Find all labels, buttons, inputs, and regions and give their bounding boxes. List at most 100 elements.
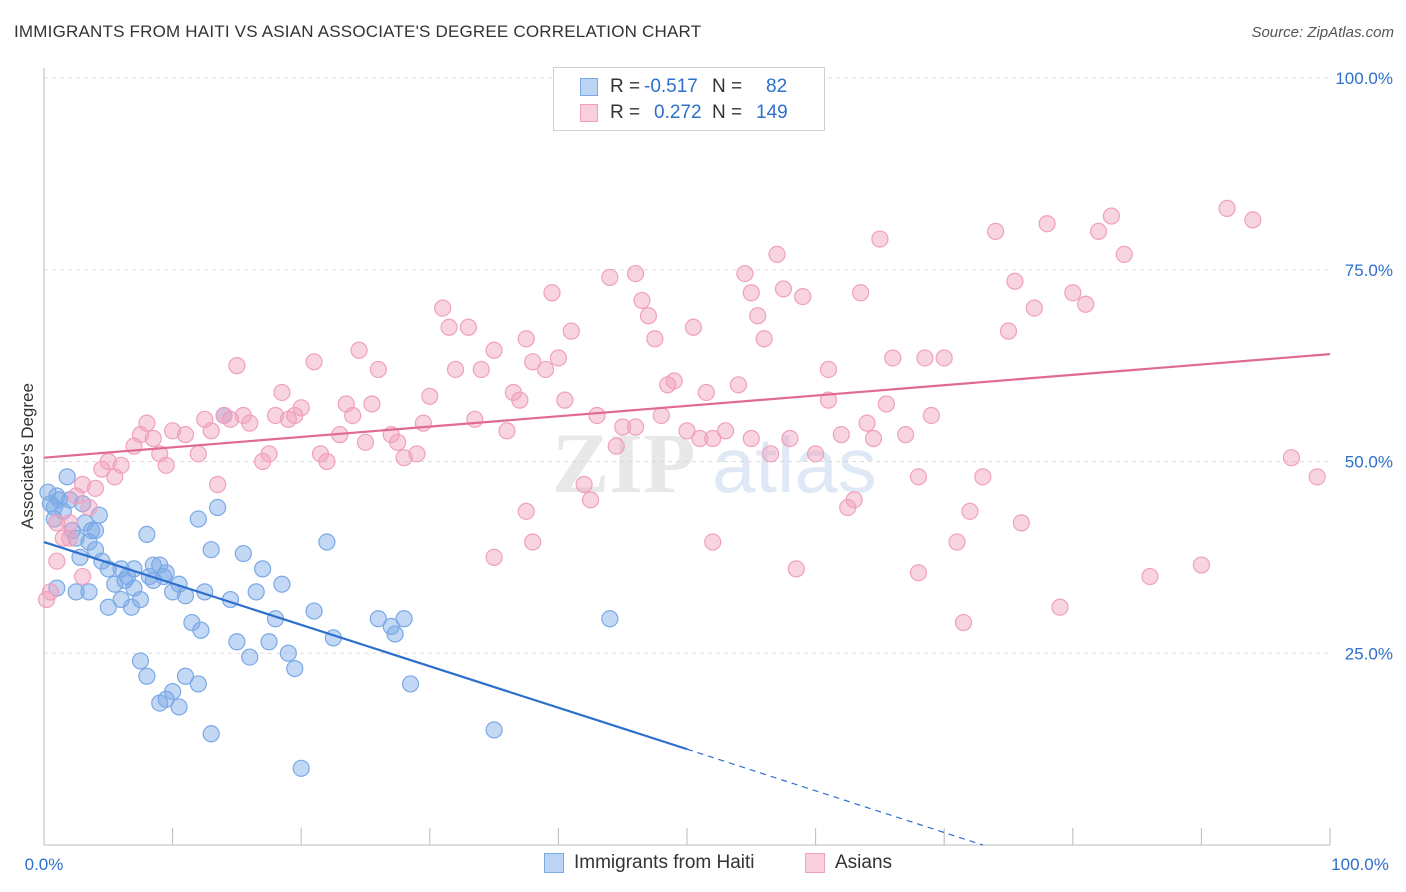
data-point bbox=[421, 387, 439, 405]
data-point bbox=[350, 341, 368, 359]
data-point bbox=[704, 533, 722, 551]
data-point bbox=[588, 406, 606, 425]
data-point bbox=[401, 675, 420, 693]
haiti-swatch bbox=[580, 78, 598, 96]
data-point bbox=[742, 284, 760, 302]
data-point bbox=[987, 222, 1005, 240]
data-point bbox=[266, 406, 285, 425]
data-point bbox=[909, 564, 928, 582]
data-point bbox=[1192, 556, 1211, 574]
data-point bbox=[260, 633, 278, 651]
data-point bbox=[1077, 295, 1095, 313]
data-point bbox=[466, 410, 484, 428]
data-point bbox=[305, 602, 323, 620]
data-point bbox=[344, 406, 362, 425]
data-point bbox=[954, 613, 973, 632]
data-point bbox=[768, 245, 786, 264]
data-point bbox=[234, 544, 252, 563]
data-point bbox=[48, 514, 66, 532]
data-point bbox=[543, 284, 561, 302]
data-point bbox=[292, 399, 310, 417]
data-point bbox=[498, 422, 516, 440]
data-point bbox=[389, 433, 407, 451]
data-point bbox=[852, 284, 870, 302]
data-point bbox=[697, 383, 715, 402]
x-axis-ticks bbox=[43, 828, 1331, 845]
data-point bbox=[633, 291, 651, 310]
data-point bbox=[646, 330, 664, 348]
data-point bbox=[138, 667, 156, 685]
data-point bbox=[41, 583, 60, 601]
trend-line-haiti bbox=[43, 540, 688, 751]
data-point bbox=[749, 307, 767, 325]
data-point bbox=[806, 445, 825, 463]
data-point bbox=[755, 330, 773, 348]
data-point bbox=[948, 533, 966, 551]
data-point bbox=[254, 560, 272, 578]
data-point bbox=[704, 429, 722, 448]
data-point bbox=[86, 521, 105, 540]
r-label: R = bbox=[610, 102, 641, 123]
data-point bbox=[241, 648, 259, 666]
data-point bbox=[86, 479, 105, 497]
legend-item-haiti[interactable]: Immigrants from Haiti bbox=[544, 852, 755, 874]
data-point bbox=[67, 529, 85, 547]
data-point bbox=[241, 414, 259, 432]
data-point bbox=[369, 610, 387, 628]
y-tick-label-75: 75.0% bbox=[1345, 261, 1393, 280]
data-point bbox=[1141, 567, 1159, 586]
data-point bbox=[761, 445, 780, 463]
data-point bbox=[871, 230, 889, 248]
r-value: -0.517 bbox=[644, 76, 698, 97]
y-axis-labels: 25.0% 50.0% 75.0% 100.0% bbox=[1335, 69, 1393, 663]
data-point bbox=[221, 410, 240, 428]
data-point bbox=[549, 349, 568, 367]
data-point bbox=[678, 422, 696, 440]
y-tick-label-25: 25.0% bbox=[1345, 644, 1393, 663]
trend-lines bbox=[43, 353, 1331, 846]
data-point bbox=[607, 437, 625, 455]
data-point bbox=[247, 583, 265, 601]
data-point bbox=[144, 429, 162, 448]
data-point bbox=[562, 322, 580, 340]
data-point bbox=[189, 675, 207, 693]
asians-swatch bbox=[580, 104, 598, 122]
data-point bbox=[858, 414, 876, 432]
data-point bbox=[781, 429, 799, 448]
data-point bbox=[916, 349, 934, 367]
data-point bbox=[260, 445, 278, 463]
source-label: Source: ZipAtlas.com bbox=[1251, 24, 1394, 41]
data-point bbox=[138, 414, 156, 432]
data-point bbox=[67, 583, 85, 601]
data-point bbox=[395, 610, 413, 628]
data-point bbox=[999, 322, 1018, 340]
stats-legend: R = -0.517 N = 82 R = 0.272 N = 149 bbox=[553, 67, 825, 131]
data-point bbox=[974, 468, 992, 486]
data-point bbox=[1006, 272, 1024, 290]
data-point bbox=[363, 395, 381, 413]
data-point bbox=[575, 475, 593, 494]
data-point bbox=[485, 341, 503, 359]
data-point bbox=[1308, 468, 1326, 486]
legend-item-asians[interactable]: Asians bbox=[805, 852, 892, 874]
data-point bbox=[1089, 222, 1108, 240]
data-point bbox=[485, 721, 503, 739]
data-point bbox=[202, 422, 220, 440]
data-point bbox=[80, 498, 98, 517]
data-point bbox=[774, 280, 793, 298]
data-point bbox=[736, 264, 754, 283]
data-point bbox=[386, 625, 404, 643]
data-point bbox=[1025, 299, 1043, 317]
data-point bbox=[157, 456, 175, 474]
stats-legend-row-asians: R = 0.272 N = 149 bbox=[580, 102, 788, 124]
data-point bbox=[82, 521, 101, 540]
data-point bbox=[202, 541, 220, 559]
data-point bbox=[58, 468, 76, 486]
data-point bbox=[472, 360, 490, 379]
y-tick-label-50: 50.0% bbox=[1345, 453, 1393, 472]
data-point bbox=[369, 360, 387, 379]
data-point bbox=[176, 426, 195, 444]
data-point bbox=[144, 556, 162, 574]
data-point bbox=[408, 445, 426, 463]
